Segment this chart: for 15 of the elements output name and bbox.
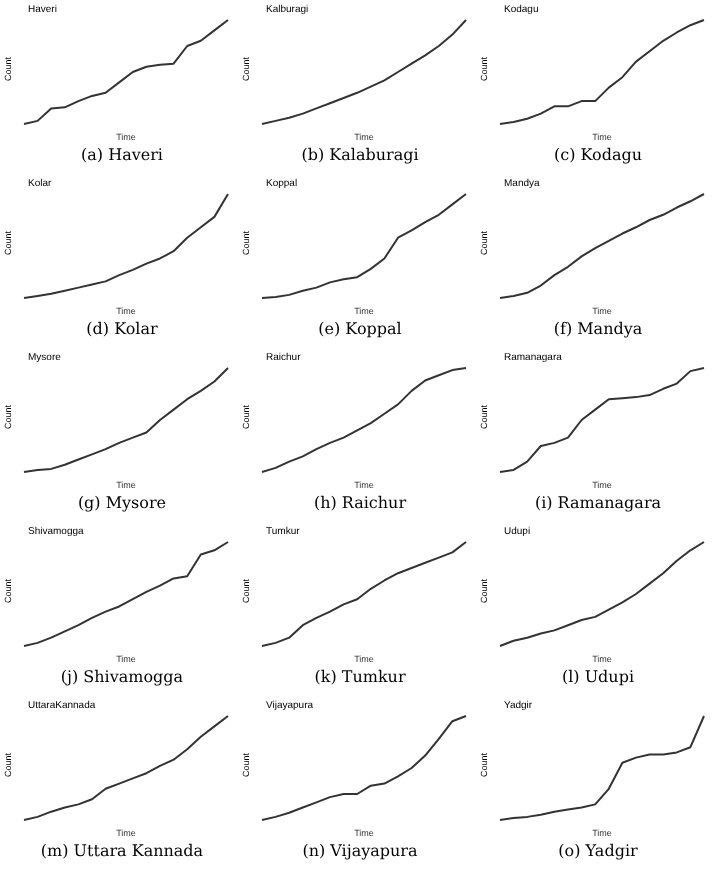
text: (f) Mandya xyxy=(551,320,645,338)
text: (o) Yadgir xyxy=(556,842,640,860)
text: (i) Ramanagara xyxy=(532,494,664,512)
text: (n) Vijayapura xyxy=(300,842,420,860)
text: (d) Kolar xyxy=(84,320,160,338)
text: (k) Tumkur xyxy=(312,668,408,686)
text: (g) Mysore xyxy=(75,494,169,512)
text: (c) Kodagu xyxy=(551,146,644,164)
text: (h) Raichur xyxy=(311,494,409,512)
text: (e) Koppal xyxy=(316,320,404,338)
text: (j) Shivamogga xyxy=(58,668,186,686)
text: (l) Udupi xyxy=(559,668,637,686)
text: (a) Haveri xyxy=(79,146,165,164)
text: (m) Uttara Kannada xyxy=(38,842,206,860)
text: (b) Kalaburagi xyxy=(299,146,421,164)
